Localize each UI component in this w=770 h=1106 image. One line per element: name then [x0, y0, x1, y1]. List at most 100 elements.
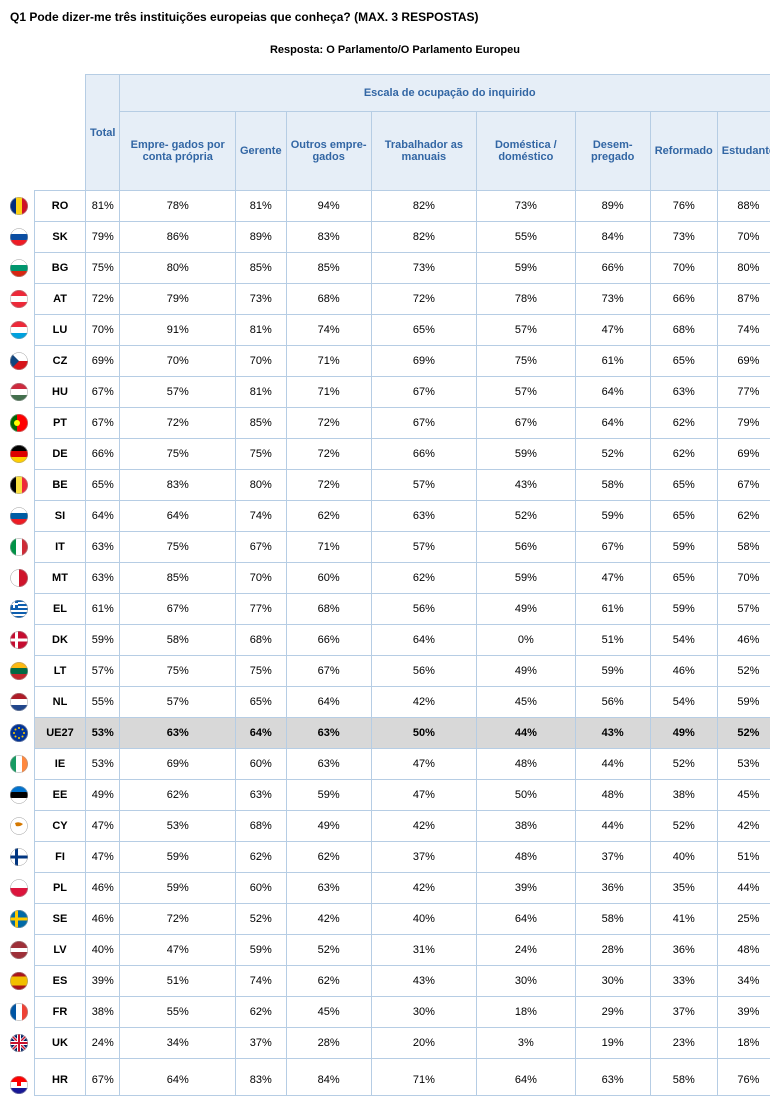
data-cell: 85% [286, 253, 371, 284]
table-row: RO81%78%81%94%82%73%89%76%88% [10, 191, 770, 222]
data-cell: 31% [371, 935, 476, 966]
data-cell: 68% [650, 315, 717, 346]
data-cell: 72% [286, 470, 371, 501]
data-cell: 69% [86, 346, 120, 377]
data-cell: 81% [235, 377, 286, 408]
data-cell: 56% [371, 594, 476, 625]
data-cell: 42% [371, 811, 476, 842]
data-cell: 53% [717, 749, 770, 780]
data-cell: 77% [235, 594, 286, 625]
data-cell: 65% [371, 315, 476, 346]
data-cell: 37% [371, 842, 476, 873]
data-cell: 86% [120, 222, 236, 253]
data-cell: 59% [575, 656, 650, 687]
data-cell: 33% [650, 966, 717, 997]
table-row: DK59%58%68%66%64%0%51%54%46% [10, 625, 770, 656]
data-cell: 61% [575, 594, 650, 625]
data-cell: 50% [371, 718, 476, 749]
data-cell: 57% [477, 377, 576, 408]
country-code: CZ [35, 346, 86, 377]
data-cell: 75% [235, 656, 286, 687]
country-code: NL [35, 687, 86, 718]
table-row: IT63%75%67%71%57%56%67%59%58% [10, 532, 770, 563]
table-row: DE66%75%75%72%66%59%52%62%69% [10, 439, 770, 470]
data-cell: 37% [235, 1028, 286, 1059]
data-cell: 75% [235, 439, 286, 470]
flag-icon [10, 253, 35, 284]
data-cell: 25% [717, 904, 770, 935]
flag-icon [10, 191, 35, 222]
data-cell: 24% [86, 1028, 120, 1059]
data-cell: 73% [575, 284, 650, 315]
data-cell: 45% [477, 687, 576, 718]
flag-icon [10, 966, 35, 997]
data-cell: 46% [86, 873, 120, 904]
country-code: DE [35, 439, 86, 470]
data-cell: 49% [477, 594, 576, 625]
data-cell: 53% [86, 749, 120, 780]
data-cell: 24% [477, 935, 576, 966]
data-cell: 67% [120, 594, 236, 625]
data-cell: 63% [120, 718, 236, 749]
data-cell: 42% [371, 687, 476, 718]
data-cell: 36% [650, 935, 717, 966]
data-cell: 75% [120, 656, 236, 687]
data-cell: 72% [371, 284, 476, 315]
col-sub-2: Outros empre- gados [286, 112, 371, 191]
data-cell: 48% [575, 780, 650, 811]
data-cell: 47% [120, 935, 236, 966]
data-cell: 63% [575, 1059, 650, 1096]
data-cell: 23% [650, 1028, 717, 1059]
data-cell: 65% [86, 470, 120, 501]
data-cell: 63% [650, 377, 717, 408]
data-cell: 41% [650, 904, 717, 935]
data-cell: 62% [286, 501, 371, 532]
flag-icon [10, 408, 35, 439]
data-cell: 30% [575, 966, 650, 997]
data-cell: 47% [86, 842, 120, 873]
flag-icon [10, 749, 35, 780]
table-row: LT57%75%75%67%56%49%59%46%52% [10, 656, 770, 687]
country-code: MT [35, 563, 86, 594]
data-cell: 43% [371, 966, 476, 997]
data-cell: 72% [86, 284, 120, 315]
table-row: SI64%64%74%62%63%52%59%65%62% [10, 501, 770, 532]
flag-icon [10, 439, 35, 470]
data-cell: 52% [717, 718, 770, 749]
data-cell: 38% [650, 780, 717, 811]
data-cell: 40% [650, 842, 717, 873]
response-title: Resposta: O Parlamento/O Parlamento Euro… [10, 44, 770, 56]
data-cell: 89% [235, 222, 286, 253]
data-cell: 58% [575, 904, 650, 935]
country-code: SK [35, 222, 86, 253]
data-cell: 37% [575, 842, 650, 873]
data-cell: 56% [477, 532, 576, 563]
data-cell: 49% [650, 718, 717, 749]
table-row: UE2753%63%64%63%50%44%43%49%52% [10, 718, 770, 749]
data-cell: 44% [575, 811, 650, 842]
data-cell: 46% [717, 625, 770, 656]
flag-icon [10, 811, 35, 842]
country-code: LV [35, 935, 86, 966]
data-cell: 74% [717, 315, 770, 346]
country-code: LU [35, 315, 86, 346]
data-cell: 87% [717, 284, 770, 315]
data-cell: 65% [650, 563, 717, 594]
country-code: UE27 [35, 718, 86, 749]
data-cell: 38% [477, 811, 576, 842]
corner-blank [35, 112, 86, 191]
country-code: PL [35, 873, 86, 904]
data-cell: 71% [371, 1059, 476, 1096]
data-cell: 59% [477, 253, 576, 284]
data-cell: 64% [477, 904, 576, 935]
data-cell: 74% [286, 315, 371, 346]
data-cell: 59% [86, 625, 120, 656]
data-cell: 37% [650, 997, 717, 1028]
table-row: EL61%67%77%68%56%49%61%59%57% [10, 594, 770, 625]
data-cell: 59% [235, 935, 286, 966]
data-cell: 67% [86, 408, 120, 439]
data-cell: 46% [86, 904, 120, 935]
data-cell: 42% [286, 904, 371, 935]
data-cell: 77% [717, 377, 770, 408]
data-cell: 74% [235, 966, 286, 997]
